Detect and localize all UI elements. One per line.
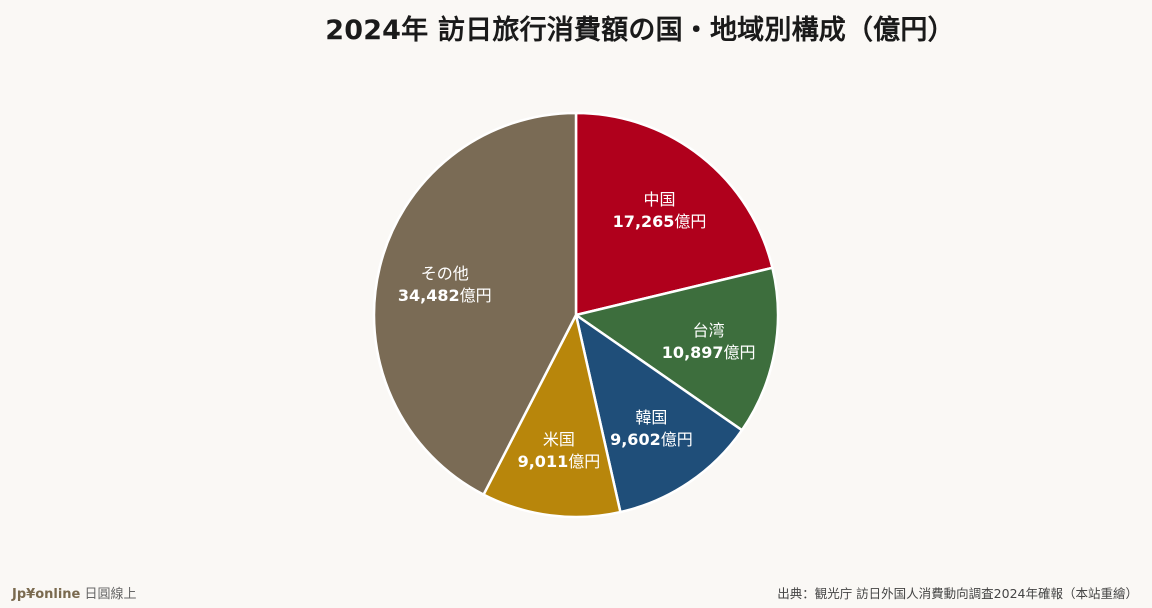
brand-credit: Jp¥online 日圓線上 — [12, 583, 137, 602]
source-note: 出典：観光庁 訪日外国人消費動向調査2024年確報（本站重繪） — [777, 586, 1138, 601]
slice-category-label: その他 — [421, 264, 469, 283]
slice-value-label: 9,602億円 — [610, 430, 693, 449]
slice-value-label: 9,011億円 — [518, 452, 601, 471]
slice-category-label: 台湾 — [693, 321, 725, 340]
slice-category-label: 韓国 — [635, 408, 667, 427]
chart-title: 2024年 訪日旅行消費額の国・地域別構成（億円） — [325, 15, 955, 46]
pie-slice-2 — [574, 313, 744, 514]
pie-slice-0 — [574, 111, 774, 317]
slice-value-label: 34,482億円 — [398, 286, 492, 305]
slice-category-label: 米国 — [543, 430, 575, 449]
slice-category-label: 中国 — [644, 190, 676, 209]
pie-slice-1 — [574, 266, 780, 432]
brand-name: Jp¥online — [12, 587, 81, 602]
slice-value-label: 17,265億円 — [613, 212, 707, 231]
slice-value-label: 10,897億円 — [662, 343, 756, 362]
pie-slice-3 — [482, 313, 622, 519]
pie-slice-4 — [372, 111, 578, 496]
brand-subtitle: 日圓線上 — [84, 587, 137, 602]
